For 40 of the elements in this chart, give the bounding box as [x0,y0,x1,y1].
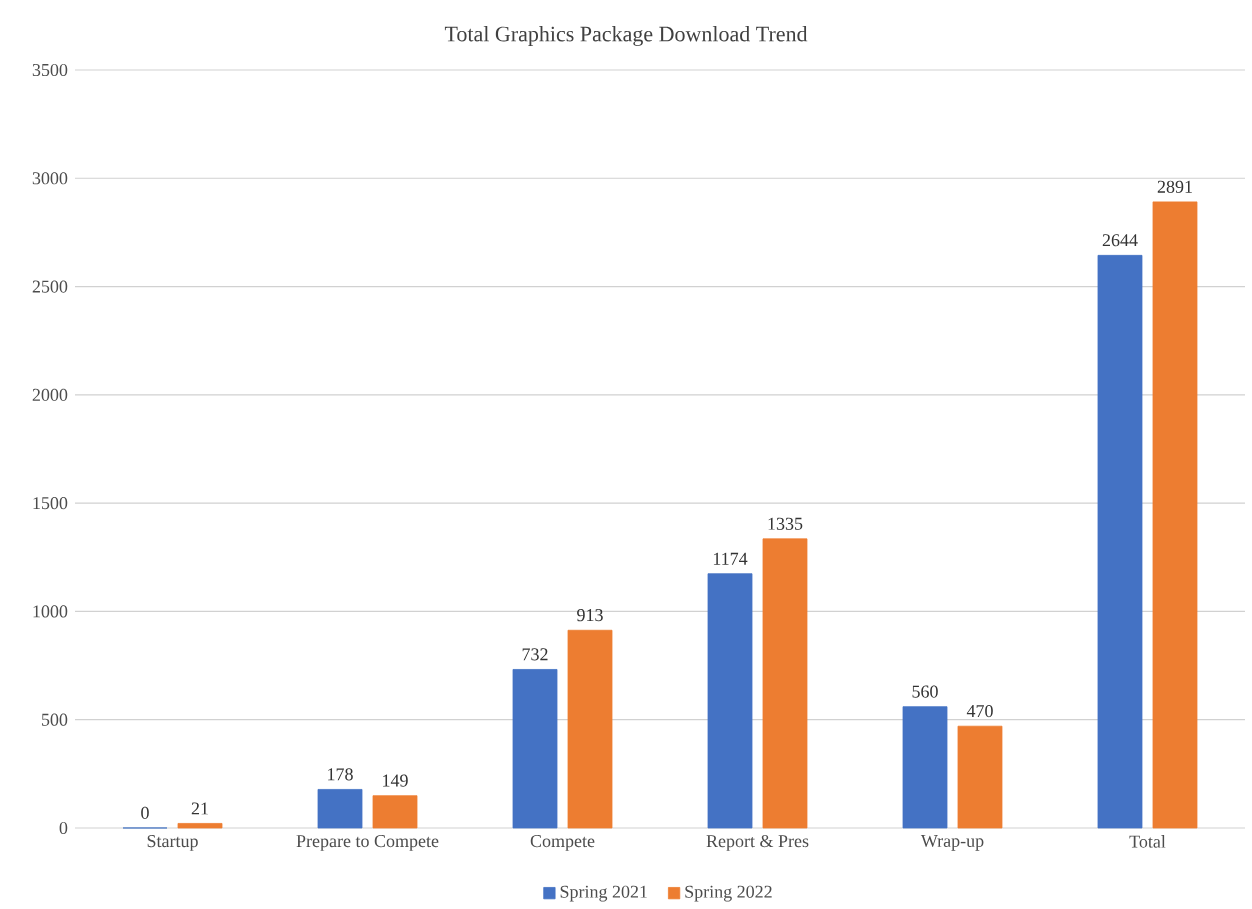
bar [1097,255,1143,829]
bar [957,725,1003,829]
bar [707,573,753,829]
x-tick-label: Wrap-up [920,835,984,851]
bar [512,669,558,829]
x-tick-label: Total [1129,835,1166,848]
y-tick-label: 1500 [33,497,68,510]
y-tick-label: 1000 [33,605,68,618]
data-label: 0 [141,806,149,820]
legend-label: Spring 2022 [685,885,772,902]
bar [317,789,363,829]
bar [372,795,418,829]
data-label: 149 [383,774,408,787]
y-tick-label: 2000 [32,388,68,402]
data-label: 732 [522,648,548,661]
y-tick-label: 3500 [32,64,68,77]
data-label: 560 [912,685,938,698]
data-label: 21 [191,802,208,815]
x-tick-label: Compete [530,835,595,851]
chart-title: Total Graphics Package Download Trend [444,26,808,47]
data-label: 1174 [713,552,748,565]
x-tick-label: Prepare to Compete [296,835,439,851]
data-label: 2644 [1102,234,1138,247]
data-label: 2891 [1157,180,1192,194]
data-label: 1335 [768,517,803,530]
bar [567,630,613,829]
y-tick-label: 500 [41,713,68,726]
y-tick-label: 2500 [32,280,68,293]
data-label: 470 [966,705,993,718]
x-tick-label: Startup [147,835,198,851]
legend-label: Spring 2021 [560,885,647,902]
y-tick-label: 0 [59,822,68,835]
data-label: 913 [577,609,603,622]
bar [902,706,948,829]
x-tick-label: Report & Pres [706,835,809,852]
bar [177,823,223,829]
data-label: 178 [328,768,353,781]
bar [1152,201,1198,829]
y-tick-label: 3000 [32,172,68,185]
bar [762,538,808,829]
